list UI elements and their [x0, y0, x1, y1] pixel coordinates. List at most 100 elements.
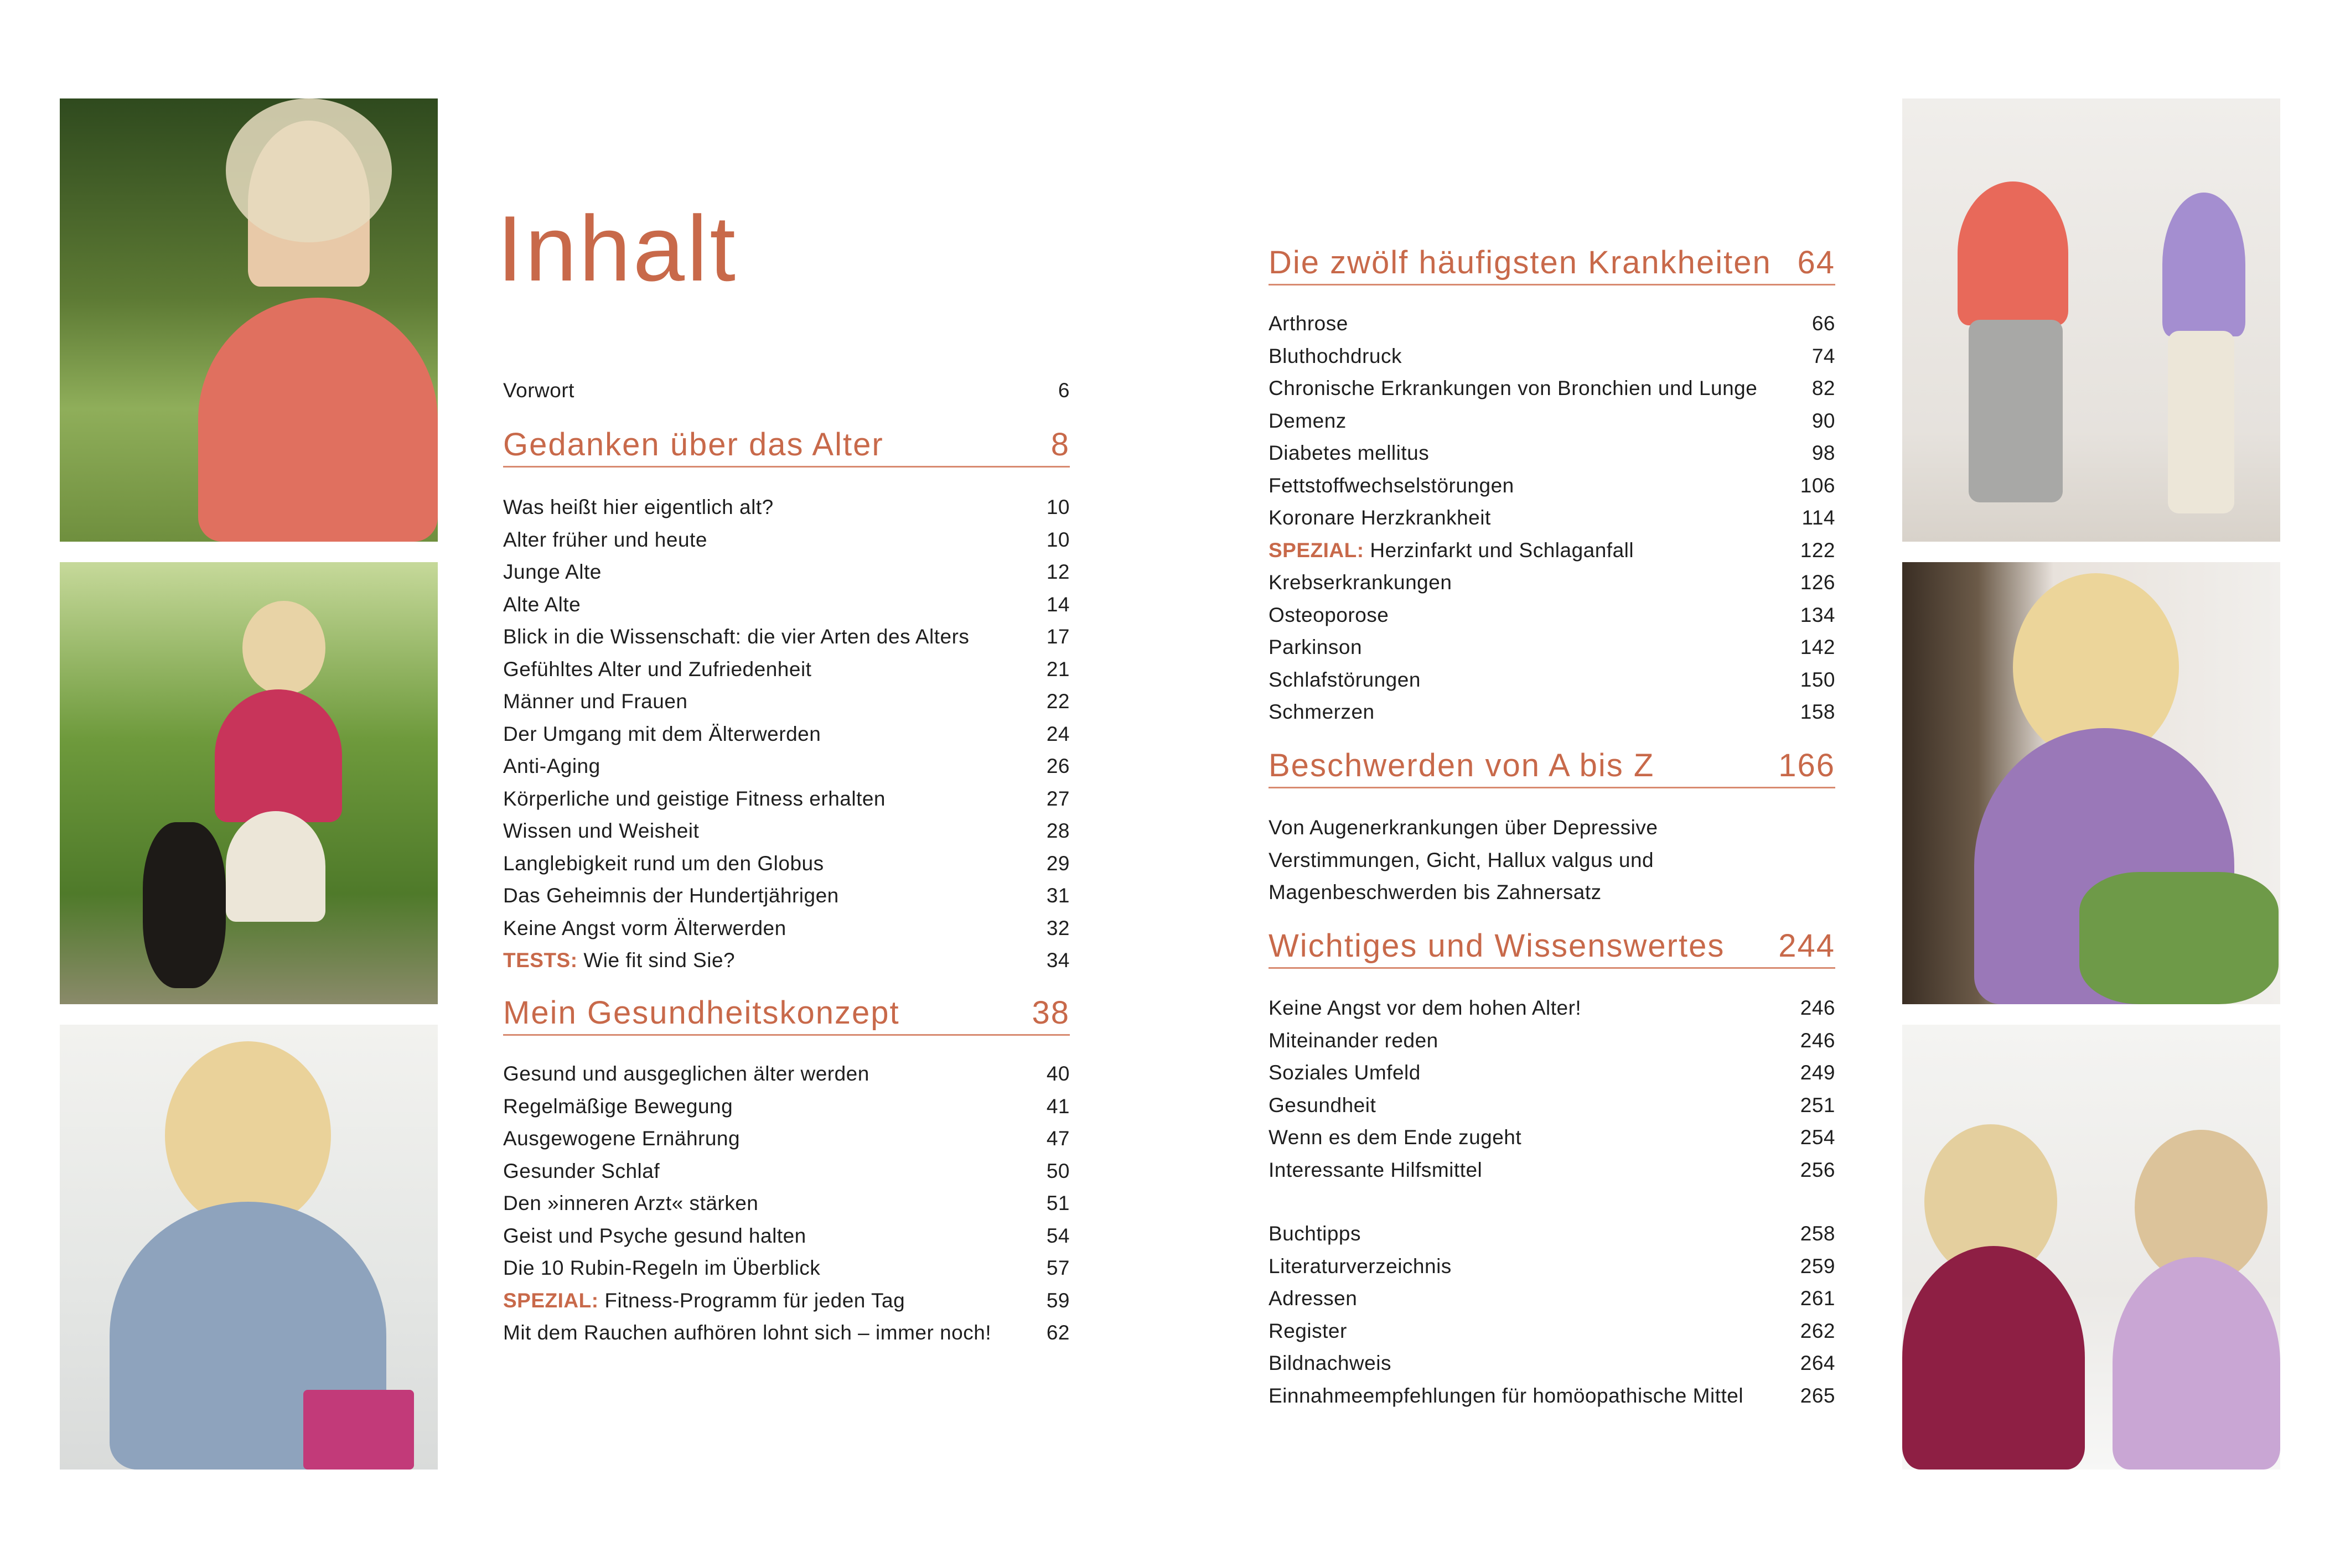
toc-entry[interactable]: Gesund und ausgeglichen älter werden 40 — [503, 1058, 1070, 1091]
entry-label: Gesundheit — [1269, 1089, 1376, 1122]
section-heading[interactable]: Die zwölf häufigsten Krankheiten 64 — [1269, 245, 1835, 285]
toc-entry[interactable]: Bluthochdruck 74 — [1269, 340, 1835, 373]
entry-label: Schmerzen — [1269, 696, 1375, 729]
entry-page: 47 — [1046, 1127, 1070, 1150]
section-heading[interactable]: Mein Gesundheitskonzept 38 — [503, 995, 1070, 1036]
toc-entry[interactable]: Gesunder Schlaf 50 — [503, 1155, 1070, 1188]
entry-label: Demenz — [1269, 405, 1347, 438]
entry-title: Blick in die Wissenschaft: die vier Arte… — [503, 625, 970, 648]
entry-page: 264 — [1800, 1352, 1835, 1374]
toc-entry[interactable]: Chronische Erkrankungen von Bronchien un… — [1269, 372, 1835, 405]
entry-page: 66 — [1811, 312, 1835, 335]
entry-page: 246 — [1800, 1029, 1835, 1052]
toc-entry[interactable]: Blick in die Wissenschaft: die vier Arte… — [503, 621, 1070, 653]
section-heading[interactable]: Gedanken über das Alter 8 — [503, 427, 1070, 468]
toc-entry[interactable]: Regelmäßige Bewegung 41 — [503, 1091, 1070, 1123]
entry-title: Wenn es dem Ende zugeht — [1269, 1126, 1522, 1149]
toc-entry[interactable]: Fettstoffwechselstörungen 106 — [1269, 470, 1835, 502]
entry-label: Was heißt hier eigentlich alt? — [503, 491, 774, 524]
photo-women-writing — [1902, 1025, 2280, 1470]
entry-page: 262 — [1800, 1319, 1835, 1342]
toc-entry[interactable]: SPEZIAL: Herzinfarkt und Schlaganfall 122 — [1269, 534, 1835, 567]
entry-title: Fitness-Programm für jeden Tag — [598, 1289, 905, 1312]
toc-entry[interactable]: Interessante Hilfsmittel 256 — [1269, 1154, 1835, 1187]
entry-title: Anti-Aging — [503, 755, 600, 777]
entry-label: Das Geheimnis der Hundertjährigen — [503, 880, 839, 912]
entry-title: Einnahmeempfehlungen für homöopathische … — [1269, 1384, 1744, 1407]
entry-page: 251 — [1800, 1093, 1835, 1117]
toc-entry[interactable]: Alte Alte 14 — [503, 589, 1070, 621]
entry-label: SPEZIAL: Fitness-Programm für jeden Tag — [503, 1285, 905, 1317]
section-heading[interactable]: Wichtiges und Wissenswertes 244 — [1269, 928, 1835, 969]
toc-entry[interactable]: Das Geheimnis der Hundertjährigen 31 — [503, 880, 1070, 912]
toc-entry[interactable]: Keine Angst vorm Älterwerden 32 — [503, 912, 1070, 945]
toc-entry[interactable]: Keine Angst vor dem hohen Alter! 246 — [1269, 992, 1835, 1025]
entry-title: Bluthochdruck — [1269, 344, 1402, 367]
entry-title: Geist und Psyche gesund halten — [503, 1224, 806, 1247]
entry-page: 41 — [1046, 1094, 1070, 1118]
entry-title: Die 10 Rubin-Regeln im Überblick — [503, 1257, 821, 1279]
toc-entry[interactable]: Gefühltes Alter und Zufriedenheit 21 — [503, 653, 1070, 686]
entry-page: 249 — [1800, 1061, 1835, 1084]
toc-entry[interactable]: Literaturverzeichnis 259 — [1269, 1250, 1835, 1283]
toc-entry[interactable]: Geist und Psyche gesund halten 54 — [503, 1220, 1070, 1253]
toc-entry[interactable]: Was heißt hier eigentlich alt? 10 — [503, 491, 1070, 524]
description-line: Verstimmungen, Gicht, Hallux valgus und — [1269, 848, 1654, 871]
entry-title: Buchtipps — [1269, 1222, 1361, 1245]
toc-entry[interactable]: TESTS: Wie fit sind Sie? 34 — [503, 944, 1070, 977]
toc-entry[interactable]: Adressen 261 — [1269, 1283, 1835, 1315]
entry-page: 150 — [1800, 668, 1835, 691]
toc-entry-vorwort[interactable]: Vorwort 6 — [503, 375, 1070, 407]
section-heading[interactable]: Beschwerden von A bis Z 166 — [1269, 748, 1835, 788]
toc-entry[interactable]: Parkinson 142 — [1269, 631, 1835, 664]
toc-entry[interactable]: Die 10 Rubin-Regeln im Überblick 57 — [503, 1252, 1070, 1285]
photo-woman-at-desk — [60, 1025, 438, 1470]
toc-entry[interactable]: Soziales Umfeld 249 — [1269, 1057, 1835, 1089]
toc-entry[interactable]: Buchtipps 258 — [1269, 1218, 1835, 1250]
toc-entry[interactable]: Register 262 — [1269, 1315, 1835, 1348]
entry-label: Junge Alte — [503, 556, 602, 589]
entry-page: 59 — [1046, 1289, 1070, 1312]
toc-entry[interactable]: Junge Alte 12 — [503, 556, 1070, 589]
toc-entry[interactable]: Wenn es dem Ende zugeht 254 — [1269, 1122, 1835, 1154]
section-description: Von Augenerkrankungen über Depressive Ver… — [1269, 812, 1835, 909]
entry-title: Herzinfarkt und Schlaganfall — [1364, 538, 1634, 562]
entry-label: Schlafstörungen — [1269, 664, 1421, 697]
entry-title: Alte Alte — [503, 593, 581, 616]
toc-entry[interactable]: SPEZIAL: Fitness-Programm für jeden Tag 5… — [503, 1285, 1070, 1317]
toc-entry[interactable]: Den »inneren Arzt« stärken 51 — [503, 1187, 1070, 1220]
entry-label: Blick in die Wissenschaft: die vier Arte… — [503, 621, 969, 653]
toc-entry[interactable]: Langlebigkeit rund um den Globus 29 — [503, 848, 1070, 880]
toc-entry[interactable]: Männer und Frauen 22 — [503, 686, 1070, 718]
toc-entry[interactable]: Ausgewogene Ernährung 47 — [503, 1123, 1070, 1155]
photo-woman-with-lavender — [1902, 562, 2280, 1004]
entry-title: Was heißt hier eigentlich alt? — [503, 496, 774, 518]
toc-entry[interactable]: Schmerzen 158 — [1269, 696, 1835, 729]
toc-entry[interactable]: Miteinander reden 246 — [1269, 1025, 1835, 1057]
entry-title: Gesundheit — [1269, 1093, 1376, 1117]
entry-title: Vorwort — [503, 379, 574, 402]
entry-page: 57 — [1046, 1257, 1070, 1279]
entry-page: 27 — [1046, 787, 1070, 810]
section-page: 64 — [1797, 245, 1835, 281]
toc-entry[interactable]: Diabetes mellitus 98 — [1269, 437, 1835, 470]
toc-entry[interactable]: Gesundheit 251 — [1269, 1089, 1835, 1122]
toc-entry[interactable]: Alter früher und heute 10 — [503, 524, 1070, 557]
toc-entry[interactable]: Einnahmeempfehlungen für homöopathische … — [1269, 1380, 1835, 1413]
entry-label: Interessante Hilfsmittel — [1269, 1154, 1482, 1187]
toc-entry[interactable]: Arthrose 66 — [1269, 308, 1835, 340]
toc-entry[interactable]: Krebserkrankungen 126 — [1269, 567, 1835, 599]
entry-title: Alter früher und heute — [503, 528, 707, 551]
toc-entry[interactable]: Mit dem Rauchen aufhören lohnt sich – im… — [503, 1317, 1070, 1349]
entry-label: Gesunder Schlaf — [503, 1155, 660, 1188]
toc-entry[interactable]: Osteoporose 134 — [1269, 599, 1835, 632]
toc-entry[interactable]: Der Umgang mit dem Älterwerden 24 — [503, 718, 1070, 751]
toc-entry[interactable]: Bildnachweis 264 — [1269, 1347, 1835, 1380]
toc-entry[interactable]: Schlafstörungen 150 — [1269, 664, 1835, 697]
toc-entry[interactable]: Koronare Herzkrankheit 114 — [1269, 502, 1835, 534]
toc-entry[interactable]: Demenz 90 — [1269, 405, 1835, 438]
toc-entry[interactable]: Körperliche und geistige Fitness erhalte… — [503, 783, 1070, 816]
entry-title: Gesund und ausgeglichen älter werden — [503, 1062, 869, 1085]
toc-entry[interactable]: Wissen und Weisheit 28 — [503, 815, 1070, 848]
toc-entry[interactable]: Anti-Aging 26 — [503, 750, 1070, 783]
